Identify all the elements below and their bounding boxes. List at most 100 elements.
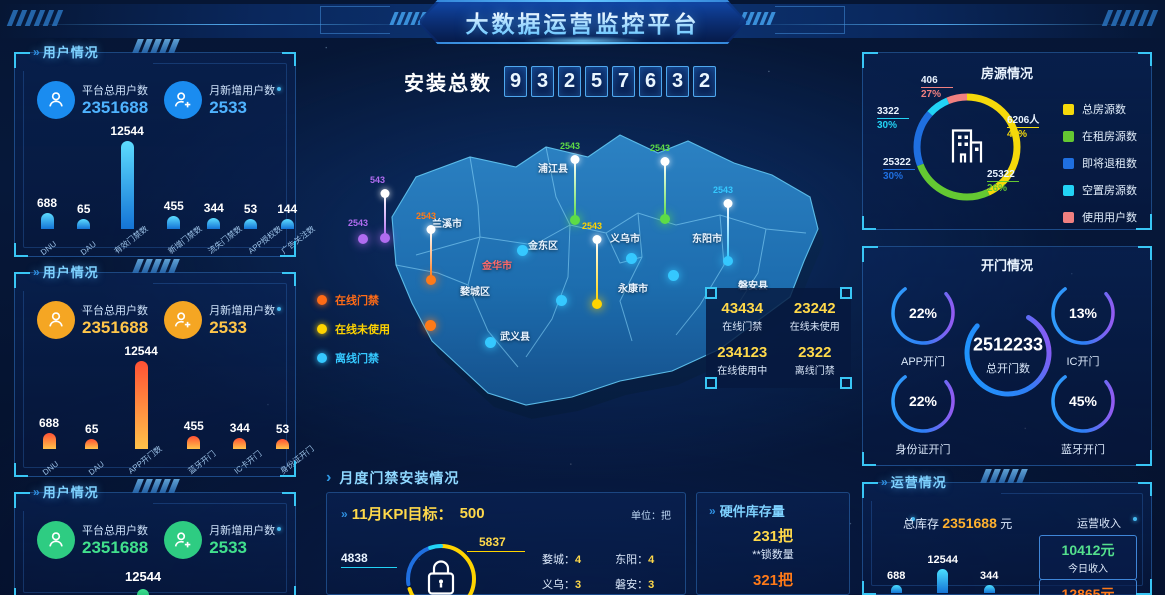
- legend-label: 在线未使用: [335, 324, 390, 336]
- summary-label: 月新增用户数: [209, 304, 276, 317]
- header-line-left: [30, 24, 420, 25]
- map-city-label[interactable]: 永康市: [618, 284, 648, 295]
- map-dot[interactable]: [517, 245, 528, 256]
- map-marker[interactable]: [570, 153, 580, 225]
- housing-callout: 25322 30%: [883, 157, 915, 182]
- user-summary-blue: 平台总用户数 2351688 月新增用户数 2533: [37, 81, 275, 119]
- revenue-card-today: 10412元 今日收入: [1039, 535, 1137, 580]
- map-city-label[interactable]: 浦江县: [538, 164, 568, 175]
- housing-callout: 25322 26%: [987, 169, 1019, 194]
- app-header: 大数据运营监控平台: [0, 0, 1165, 48]
- chevron-right-icon: »: [33, 484, 39, 499]
- install-digit-7: 2: [693, 66, 716, 97]
- op-mini-bar-group: 344: [980, 570, 998, 593]
- legend-label: 在线门禁: [335, 295, 379, 307]
- housing-legend-item[interactable]: 使用用户数: [1063, 209, 1137, 225]
- hardware-value-1: 231把: [752, 528, 794, 545]
- map-marker-base: [426, 275, 436, 285]
- map-stat-label: 离线门禁: [794, 365, 835, 377]
- map-legend-item[interactable]: 离线门禁: [317, 350, 390, 366]
- map-dot[interactable]: [485, 337, 496, 348]
- map-marker-stem: [727, 205, 729, 260]
- section-title-monthly: › 月度门禁安装情况: [326, 469, 460, 486]
- operation-stock-row: 总库存 2351688 元: [903, 515, 1012, 532]
- table-row: 144 广告关注数: [277, 202, 317, 256]
- map-city-label[interactable]: 金华市: [482, 261, 512, 272]
- map-city-label[interactable]: 磐安县: [738, 281, 768, 292]
- map-marker[interactable]: [660, 155, 670, 224]
- map-marker-value: 2543: [416, 211, 437, 221]
- map-marker-base: [723, 256, 733, 266]
- panel-deco-slashes: [132, 479, 180, 493]
- housing-legend-item[interactable]: 即将退租数: [1063, 155, 1137, 171]
- bar: [42, 433, 56, 449]
- header-slashes-far-right: [1101, 10, 1159, 26]
- callout-value: 25322: [987, 169, 1015, 180]
- door-ring-label: 身份证开门: [895, 444, 951, 456]
- table-row: 455 蓝牙开门: [184, 419, 217, 476]
- map-city-label[interactable]: 武义县: [500, 332, 530, 343]
- map-marker-head: [380, 189, 390, 198]
- monthly-city-item: 磐安：3: [615, 579, 655, 591]
- header-slashes-far-left: [6, 10, 64, 26]
- lead-line-right: [467, 551, 525, 552]
- map-marker[interactable]: [592, 233, 602, 309]
- bar-value: 12544: [110, 124, 144, 138]
- bar: [244, 219, 257, 229]
- callout-percent: 26%: [987, 183, 1008, 194]
- map-legend-item[interactable]: 在线门禁: [317, 292, 390, 308]
- lead-line-left: [341, 567, 397, 568]
- panel-title-hardware: 硬件库存量: [719, 504, 785, 519]
- panel-title-operation: » 运营情况: [881, 474, 947, 491]
- map-city-label[interactable]: 东阳市: [692, 234, 722, 245]
- op-mini-bar: [983, 585, 995, 593]
- map-dot[interactable]: [556, 295, 567, 306]
- callout-line: [1007, 127, 1039, 128]
- map-city-label[interactable]: 金东区: [528, 241, 558, 252]
- map-city-label[interactable]: 兰溪市: [432, 219, 462, 230]
- summary-value: 2533: [209, 537, 248, 557]
- map-stat-cell: 2322 离线门禁: [795, 344, 835, 377]
- map-city-label[interactable]: 义乌市: [610, 234, 640, 245]
- map-stat-cell: 23242 在线未使用: [790, 300, 840, 333]
- monthly-city-item: 义乌：3: [542, 579, 582, 591]
- bar-value: 344: [229, 421, 250, 435]
- user-plus-icon: [164, 81, 203, 119]
- housing-legend-item[interactable]: 总房源数: [1063, 101, 1137, 117]
- map-dot[interactable]: [668, 270, 679, 281]
- map-marker[interactable]: [358, 230, 368, 244]
- bar-chart-user-orange: 688 DNU 65 DAU 12544 APP开门数 455 蓝牙开门 344 IC卡开门 53 身…: [39, 344, 316, 477]
- bar-chart-user-blue: 688 DNU 65 DAU 12544 有效门禁数 455 新增门禁数 344 流失门禁数 53 A…: [37, 124, 317, 257]
- install-digit-1: 3: [531, 66, 554, 97]
- housing-ring-chart: [907, 87, 1027, 207]
- bar-value: 53: [243, 202, 258, 216]
- op-mini-bar: [890, 585, 902, 593]
- map-marker-stem: [574, 161, 576, 219]
- summary-new-users: 月新增用户数 2533: [164, 521, 275, 559]
- hardware-value-2: 321把: [752, 572, 794, 589]
- map-marker[interactable]: [380, 187, 390, 243]
- revenue-title: 运营收入: [1077, 518, 1121, 530]
- map-dot[interactable]: [626, 253, 637, 264]
- bar-label: DNU: [41, 459, 61, 478]
- legend-label: 在租房源数: [1082, 131, 1137, 143]
- green-peek-value: 12544: [125, 569, 162, 584]
- install-digit-6: 3: [666, 66, 689, 97]
- op-mini-bar-group: 12544: [927, 554, 958, 593]
- housing-legend-item[interactable]: 在租房源数: [1063, 128, 1137, 144]
- bar: [280, 219, 294, 229]
- map-dot[interactable]: [425, 320, 436, 331]
- legend-label: 使用用户数: [1082, 212, 1137, 224]
- map-marker-base: [570, 215, 580, 225]
- bar: [233, 438, 247, 449]
- map-city-label[interactable]: 婺城区: [460, 287, 490, 298]
- hardware-header: » 硬件库存量: [709, 501, 785, 520]
- map-marker[interactable]: [426, 223, 436, 285]
- map-marker[interactable]: [723, 197, 733, 266]
- lock-icon: [422, 557, 460, 595]
- chevron-right-icon: ›: [326, 469, 333, 486]
- housing-legend-item[interactable]: 空置房源数: [1063, 182, 1137, 198]
- map-legend-item[interactable]: 在线未使用: [317, 321, 390, 337]
- bar-value: 12544: [124, 344, 158, 358]
- callout-line: [877, 118, 909, 119]
